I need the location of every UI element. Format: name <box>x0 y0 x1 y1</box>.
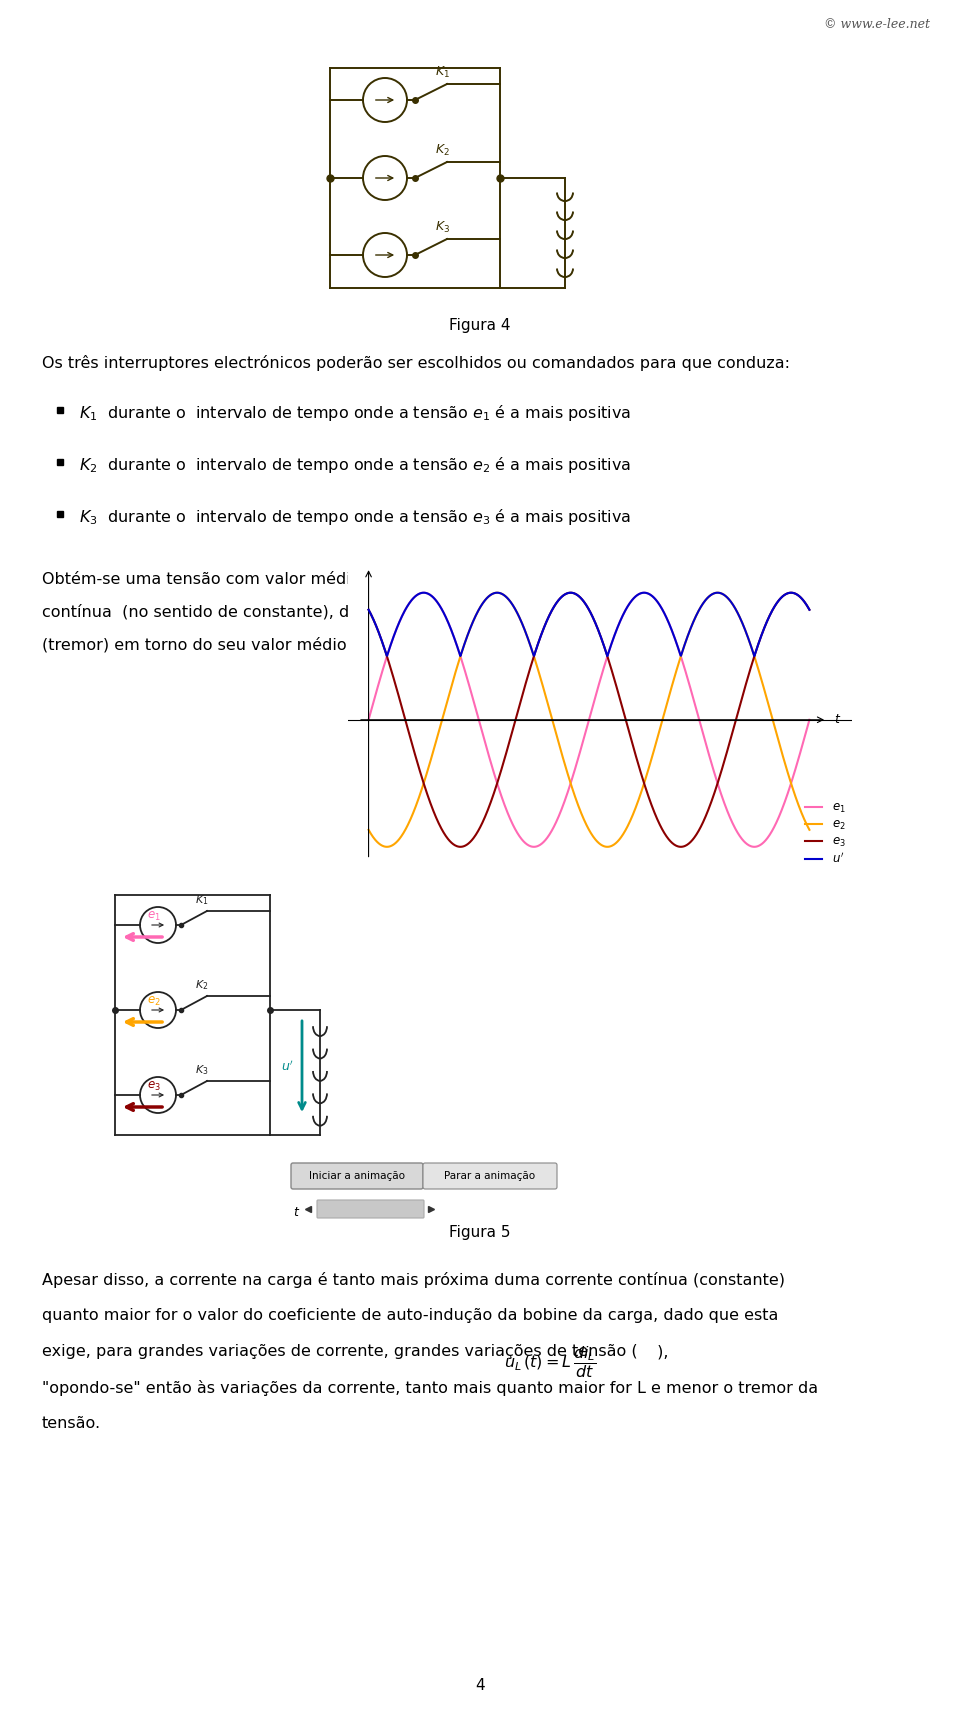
Text: (tremor) em torno do seu valor médio (figura 5).: (tremor) em torno do seu valor médio (fi… <box>42 637 432 652</box>
Text: $K_2$: $K_2$ <box>435 143 450 158</box>
Text: Parar a animação: Parar a animação <box>444 1171 536 1181</box>
Text: $e_3$: $e_3$ <box>147 1080 161 1094</box>
Text: $t$: $t$ <box>834 713 841 726</box>
Text: $K_3$: $K_3$ <box>435 220 450 235</box>
Text: quanto maior for o valor do coeficiente de auto-indução da bobine da carga, dado: quanto maior for o valor do coeficiente … <box>42 1308 779 1324</box>
Text: $K_3$: $K_3$ <box>195 1063 208 1077</box>
Text: ),: ), <box>652 1344 669 1358</box>
Text: $u'$: $u'$ <box>281 1059 294 1073</box>
Text: $t$: $t$ <box>293 1205 300 1219</box>
Text: $K_2$  durante o  intervalo de tempo onde a tensão $e_2$ é a mais positiva: $K_2$ durante o intervalo de tempo onde … <box>74 455 631 476</box>
Text: Obtém-se uma tensão com valor médio positivo. No entanto, ela é apenas aproximad: Obtém-se uma tensão com valor médio posi… <box>42 572 793 587</box>
Text: $K_1$  durante o  intervalo de tempo onde a tensão $e_1$ é a mais positiva: $K_1$ durante o intervalo de tempo onde … <box>74 403 631 422</box>
Text: exige, para grandes variações de corrente, grandes variações de tensão (: exige, para grandes variações de corrent… <box>42 1344 637 1358</box>
Text: "opondo-se" então às variações da corrente, tanto mais quanto maior for L e meno: "opondo-se" então às variações da corren… <box>42 1380 818 1396</box>
Text: $K_1$: $K_1$ <box>195 893 208 907</box>
Text: $K_1$: $K_1$ <box>435 65 450 81</box>
Text: $u_L\,(t) = L\,\dfrac{di_L}{dt}$: $u_L\,(t) = L\,\dfrac{di_L}{dt}$ <box>504 1344 597 1380</box>
Text: tensão.: tensão. <box>42 1417 101 1430</box>
Text: 4: 4 <box>475 1678 485 1693</box>
FancyBboxPatch shape <box>317 1200 424 1217</box>
Text: contínua  (no sentido de constante), dado que a tensão apresenta uma variação te: contínua (no sentido de constante), dado… <box>42 604 768 620</box>
FancyBboxPatch shape <box>291 1162 423 1188</box>
Text: Apesar disso, a corrente na carga é tanto mais próxima duma corrente contínua (c: Apesar disso, a corrente na carga é tant… <box>42 1272 785 1288</box>
Text: $e_2$: $e_2$ <box>147 994 161 1008</box>
FancyBboxPatch shape <box>423 1162 557 1188</box>
Text: Figura 4: Figura 4 <box>449 318 511 333</box>
Text: Figura 5: Figura 5 <box>449 1224 511 1240</box>
Text: Iniciar a animação: Iniciar a animação <box>309 1171 405 1181</box>
Text: $K_3$  durante o  intervalo de tempo onde a tensão $e_3$ é a mais positiva: $K_3$ durante o intervalo de tempo onde … <box>74 507 631 527</box>
Text: © www.e-lee.net: © www.e-lee.net <box>824 17 930 31</box>
Legend: $e_1$, $e_2$, $e_3$, $u'$: $e_1$, $e_2$, $e_3$, $u'$ <box>800 797 851 871</box>
Text: $e_1$: $e_1$ <box>147 910 161 924</box>
Text: Os três interruptores electrónicos poderão ser escolhidos ou comandados para que: Os três interruptores electrónicos poder… <box>42 355 790 371</box>
Text: $K_2$: $K_2$ <box>195 979 208 992</box>
